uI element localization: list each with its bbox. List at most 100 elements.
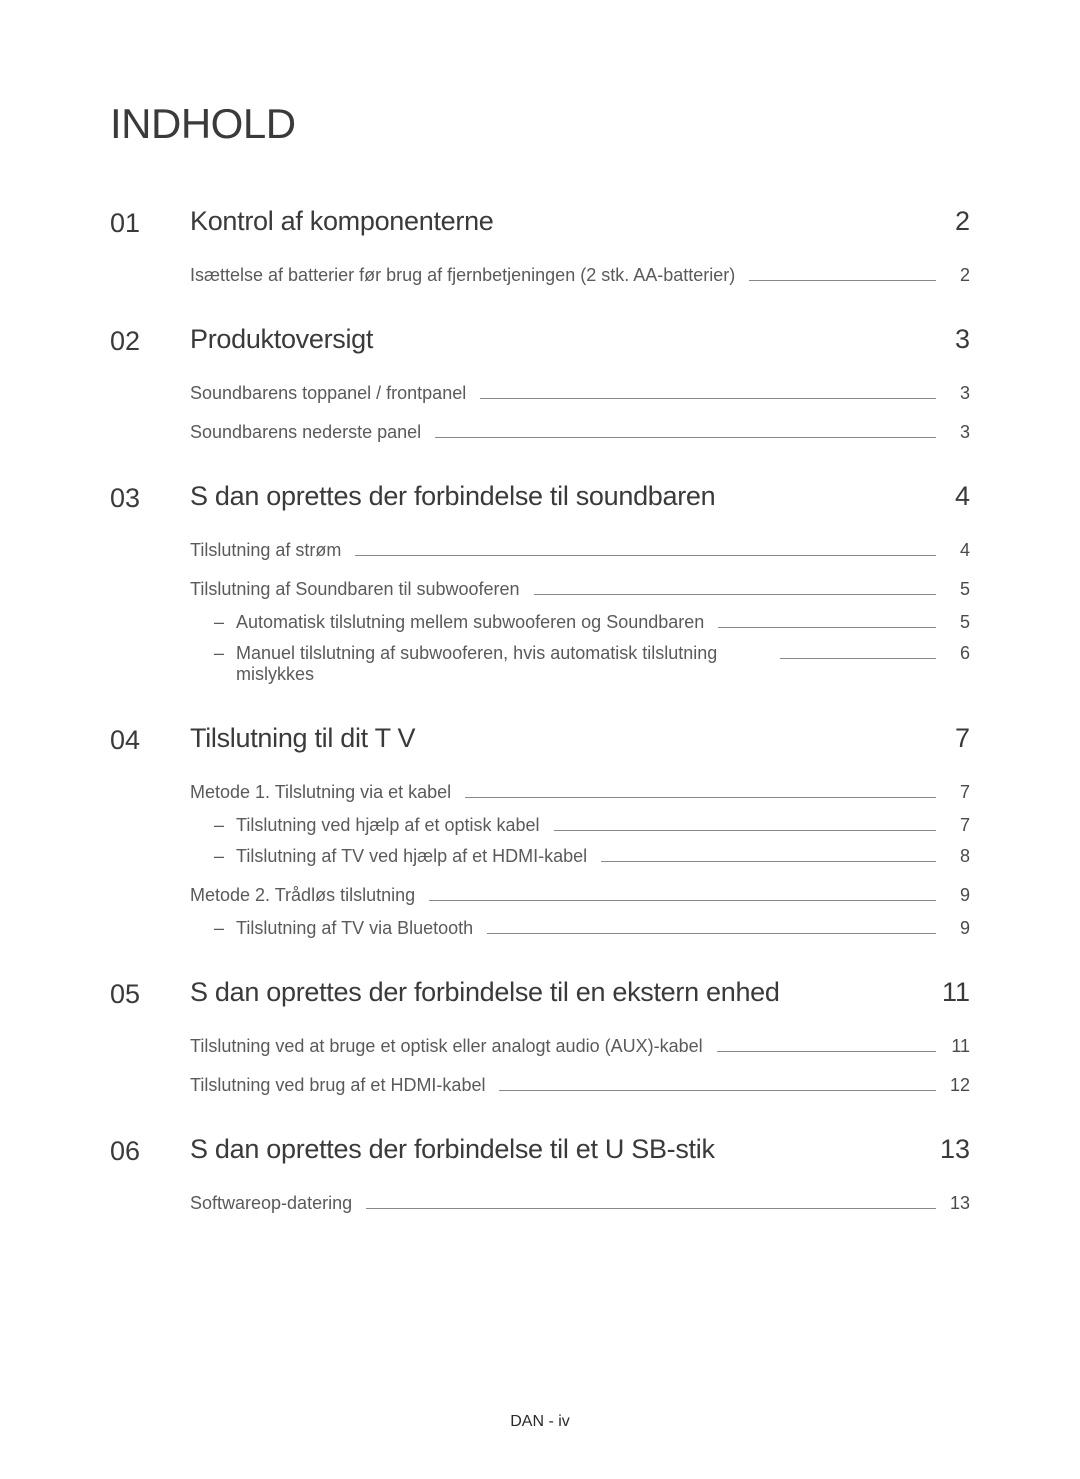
entry-page-number: 13 — [950, 1193, 970, 1214]
toc-section: 05S dan oprettes der forbindelse til en … — [110, 977, 970, 1114]
toc-section: 02Produktoversigt3Soundbarens toppanel /… — [110, 324, 970, 461]
entry-text: Tilslutning ved at bruge et optisk eller… — [190, 1036, 703, 1057]
sub-entry-text: Tilslutning ved hjælp af et optisk kabel — [236, 815, 540, 836]
sub-entry-page-number: 6 — [950, 643, 970, 664]
toc-entry: Tilslutning ved at bruge et optisk eller… — [190, 1036, 970, 1057]
section-title: S dan oprettes der forbindelse til sound… — [190, 481, 935, 512]
toc-entry-block: Softwareop-datering 13 — [190, 1193, 970, 1214]
leader-line — [554, 830, 936, 831]
section-page-number: 11 — [942, 977, 970, 1008]
entry-page-number: 7 — [950, 782, 970, 803]
toc-entry: Metode 2. Trådløs tilslutning 9 — [190, 885, 970, 906]
entry-text: Tilslutning af strøm — [190, 540, 341, 561]
toc-entry: Isættelse af batterier før brug af fjern… — [190, 265, 970, 286]
entry-page-number: 12 — [950, 1075, 970, 1096]
toc-entry-block: Tilslutning ved at bruge et optisk eller… — [190, 1036, 970, 1057]
section-header: S dan oprettes der forbindelse til en ek… — [190, 977, 970, 1008]
entry-page-number: 3 — [950, 383, 970, 404]
section-page-number: 7 — [955, 723, 970, 754]
leader-line — [601, 861, 936, 862]
toc-section: 06S dan oprettes der forbindelse til et … — [110, 1134, 970, 1232]
entry-text: Soundbarens nederste panel — [190, 422, 421, 443]
section-title: Kontrol af komponenterne — [190, 206, 935, 237]
section-number: 03 — [110, 481, 190, 703]
sub-entry-page-number: 5 — [950, 612, 970, 633]
toc-entry-block: Isættelse af batterier før brug af fjern… — [190, 265, 970, 286]
section-page-number: 3 — [955, 324, 970, 355]
section-title: S dan oprettes der forbindelse til et U … — [190, 1134, 920, 1165]
section-page-number: 13 — [940, 1134, 970, 1165]
section-page-number: 4 — [955, 481, 970, 512]
section-page-number: 2 — [955, 206, 970, 237]
section-number: 04 — [110, 723, 190, 957]
section-header: S dan oprettes der forbindelse til sound… — [190, 481, 970, 512]
page-footer: DAN - iv — [0, 1413, 1080, 1431]
section-title: Tilslutning til dit T V — [190, 723, 935, 754]
section-content: S dan oprettes der forbindelse til sound… — [190, 481, 970, 703]
leader-line — [780, 658, 936, 659]
section-number: 01 — [110, 206, 190, 304]
page-title: INDHOLD — [110, 100, 970, 148]
entry-page-number: 4 — [950, 540, 970, 561]
toc-entry-block: Soundbarens nederste panel3 — [190, 422, 970, 443]
toc-section: 03S dan oprettes der forbindelse til sou… — [110, 481, 970, 703]
section-header: S dan oprettes der forbindelse til et U … — [190, 1134, 970, 1165]
section-header: Produktoversigt 3 — [190, 324, 970, 355]
section-content: Produktoversigt3Soundbarens toppanel / f… — [190, 324, 970, 461]
toc-entry-block: Soundbarens toppanel / frontpanel3 — [190, 383, 970, 404]
entry-page-number: 11 — [950, 1036, 970, 1057]
sub-entry-text: Automatisk tilslutning mellem subwoofere… — [236, 612, 704, 633]
toc-entry: Tilslutning af strøm 4 — [190, 540, 970, 561]
leader-line — [717, 1051, 936, 1052]
toc-entry-block: Tilslutning af Soundbaren til subwoofere… — [190, 579, 970, 685]
section-number: 05 — [110, 977, 190, 1114]
toc-entry-block: Metode 1. Tilslutning via et kabel7 Tilsl… — [190, 782, 970, 867]
toc-entry-block: Metode 2. Trådløs tilslutning9Tilslutnin… — [190, 885, 970, 939]
leader-line — [718, 627, 936, 628]
leader-line — [355, 555, 936, 556]
section-title: Produktoversigt — [190, 324, 935, 355]
toc-entry: Tilslutning ved brug af et HDMI-kabel 12 — [190, 1075, 970, 1096]
section-content: Kontrol af komponenterne 2 Isættelse af ba… — [190, 206, 970, 304]
toc-entry: Softwareop-datering 13 — [190, 1193, 970, 1214]
entry-page-number: 9 — [950, 885, 970, 906]
entry-text: Softwareop-datering — [190, 1193, 352, 1214]
leader-line — [429, 900, 936, 901]
leader-line — [435, 437, 936, 438]
sub-entry-text: Tilslutning af TV via Bluetooth — [236, 918, 473, 939]
toc-sub-entry: Tilslutning ved hjælp af et optisk kabel… — [190, 815, 970, 836]
sub-entry-page-number: 9 — [950, 918, 970, 939]
leader-line — [480, 398, 936, 399]
leader-line — [499, 1090, 936, 1091]
leader-line — [465, 797, 936, 798]
leader-line — [534, 594, 936, 595]
toc-section: 01Kontrol af komponenterne 2 Isættelse af … — [110, 206, 970, 304]
leader-line — [366, 1208, 936, 1209]
section-content: S dan oprettes der forbindelse til en ek… — [190, 977, 970, 1114]
toc-sub-entry: Tilslutning af TV via Bluetooth 9 — [190, 918, 970, 939]
sub-entry-text: Manuel tilslutning af subwooferen, hvis … — [236, 643, 766, 685]
entry-page-number: 5 — [950, 579, 970, 600]
toc-sub-entry: Automatisk tilslutning mellem subwoofere… — [190, 612, 970, 633]
sub-entry-page-number: 7 — [950, 815, 970, 836]
section-header: Tilslutning til dit T V 7 — [190, 723, 970, 754]
leader-line — [749, 280, 936, 281]
entry-page-number: 2 — [950, 265, 970, 286]
toc-sub-entry: Tilslutning af TV ved hjælp af et HDMI-k… — [190, 846, 970, 867]
toc-entry-block: Tilslutning ved brug af et HDMI-kabel 12 — [190, 1075, 970, 1096]
entry-text: Isættelse af batterier før brug af fjern… — [190, 265, 735, 286]
section-number: 06 — [110, 1134, 190, 1232]
entry-text: Tilslutning af Soundbaren til subwoofere… — [190, 579, 520, 600]
entry-text: Tilslutning ved brug af et HDMI-kabel — [190, 1075, 485, 1096]
toc-sub-entry: Manuel tilslutning af subwooferen, hvis … — [190, 643, 970, 685]
toc-entry: Tilslutning af Soundbaren til subwoofere… — [190, 579, 970, 600]
toc-section: 04Tilslutning til dit T V7Metode 1. Tils… — [110, 723, 970, 957]
table-of-contents: 01Kontrol af komponenterne 2 Isættelse af … — [110, 206, 970, 1232]
section-content: Tilslutning til dit T V7Metode 1. Tilslu… — [190, 723, 970, 957]
section-title: S dan oprettes der forbindelse til en ek… — [190, 977, 922, 1008]
leader-line — [487, 933, 936, 934]
toc-entry: Metode 1. Tilslutning via et kabel7 — [190, 782, 970, 803]
section-header: Kontrol af komponenterne 2 — [190, 206, 970, 237]
toc-entry: Soundbarens toppanel / frontpanel3 — [190, 383, 970, 404]
entry-text: Metode 2. Trådløs tilslutning — [190, 885, 415, 906]
